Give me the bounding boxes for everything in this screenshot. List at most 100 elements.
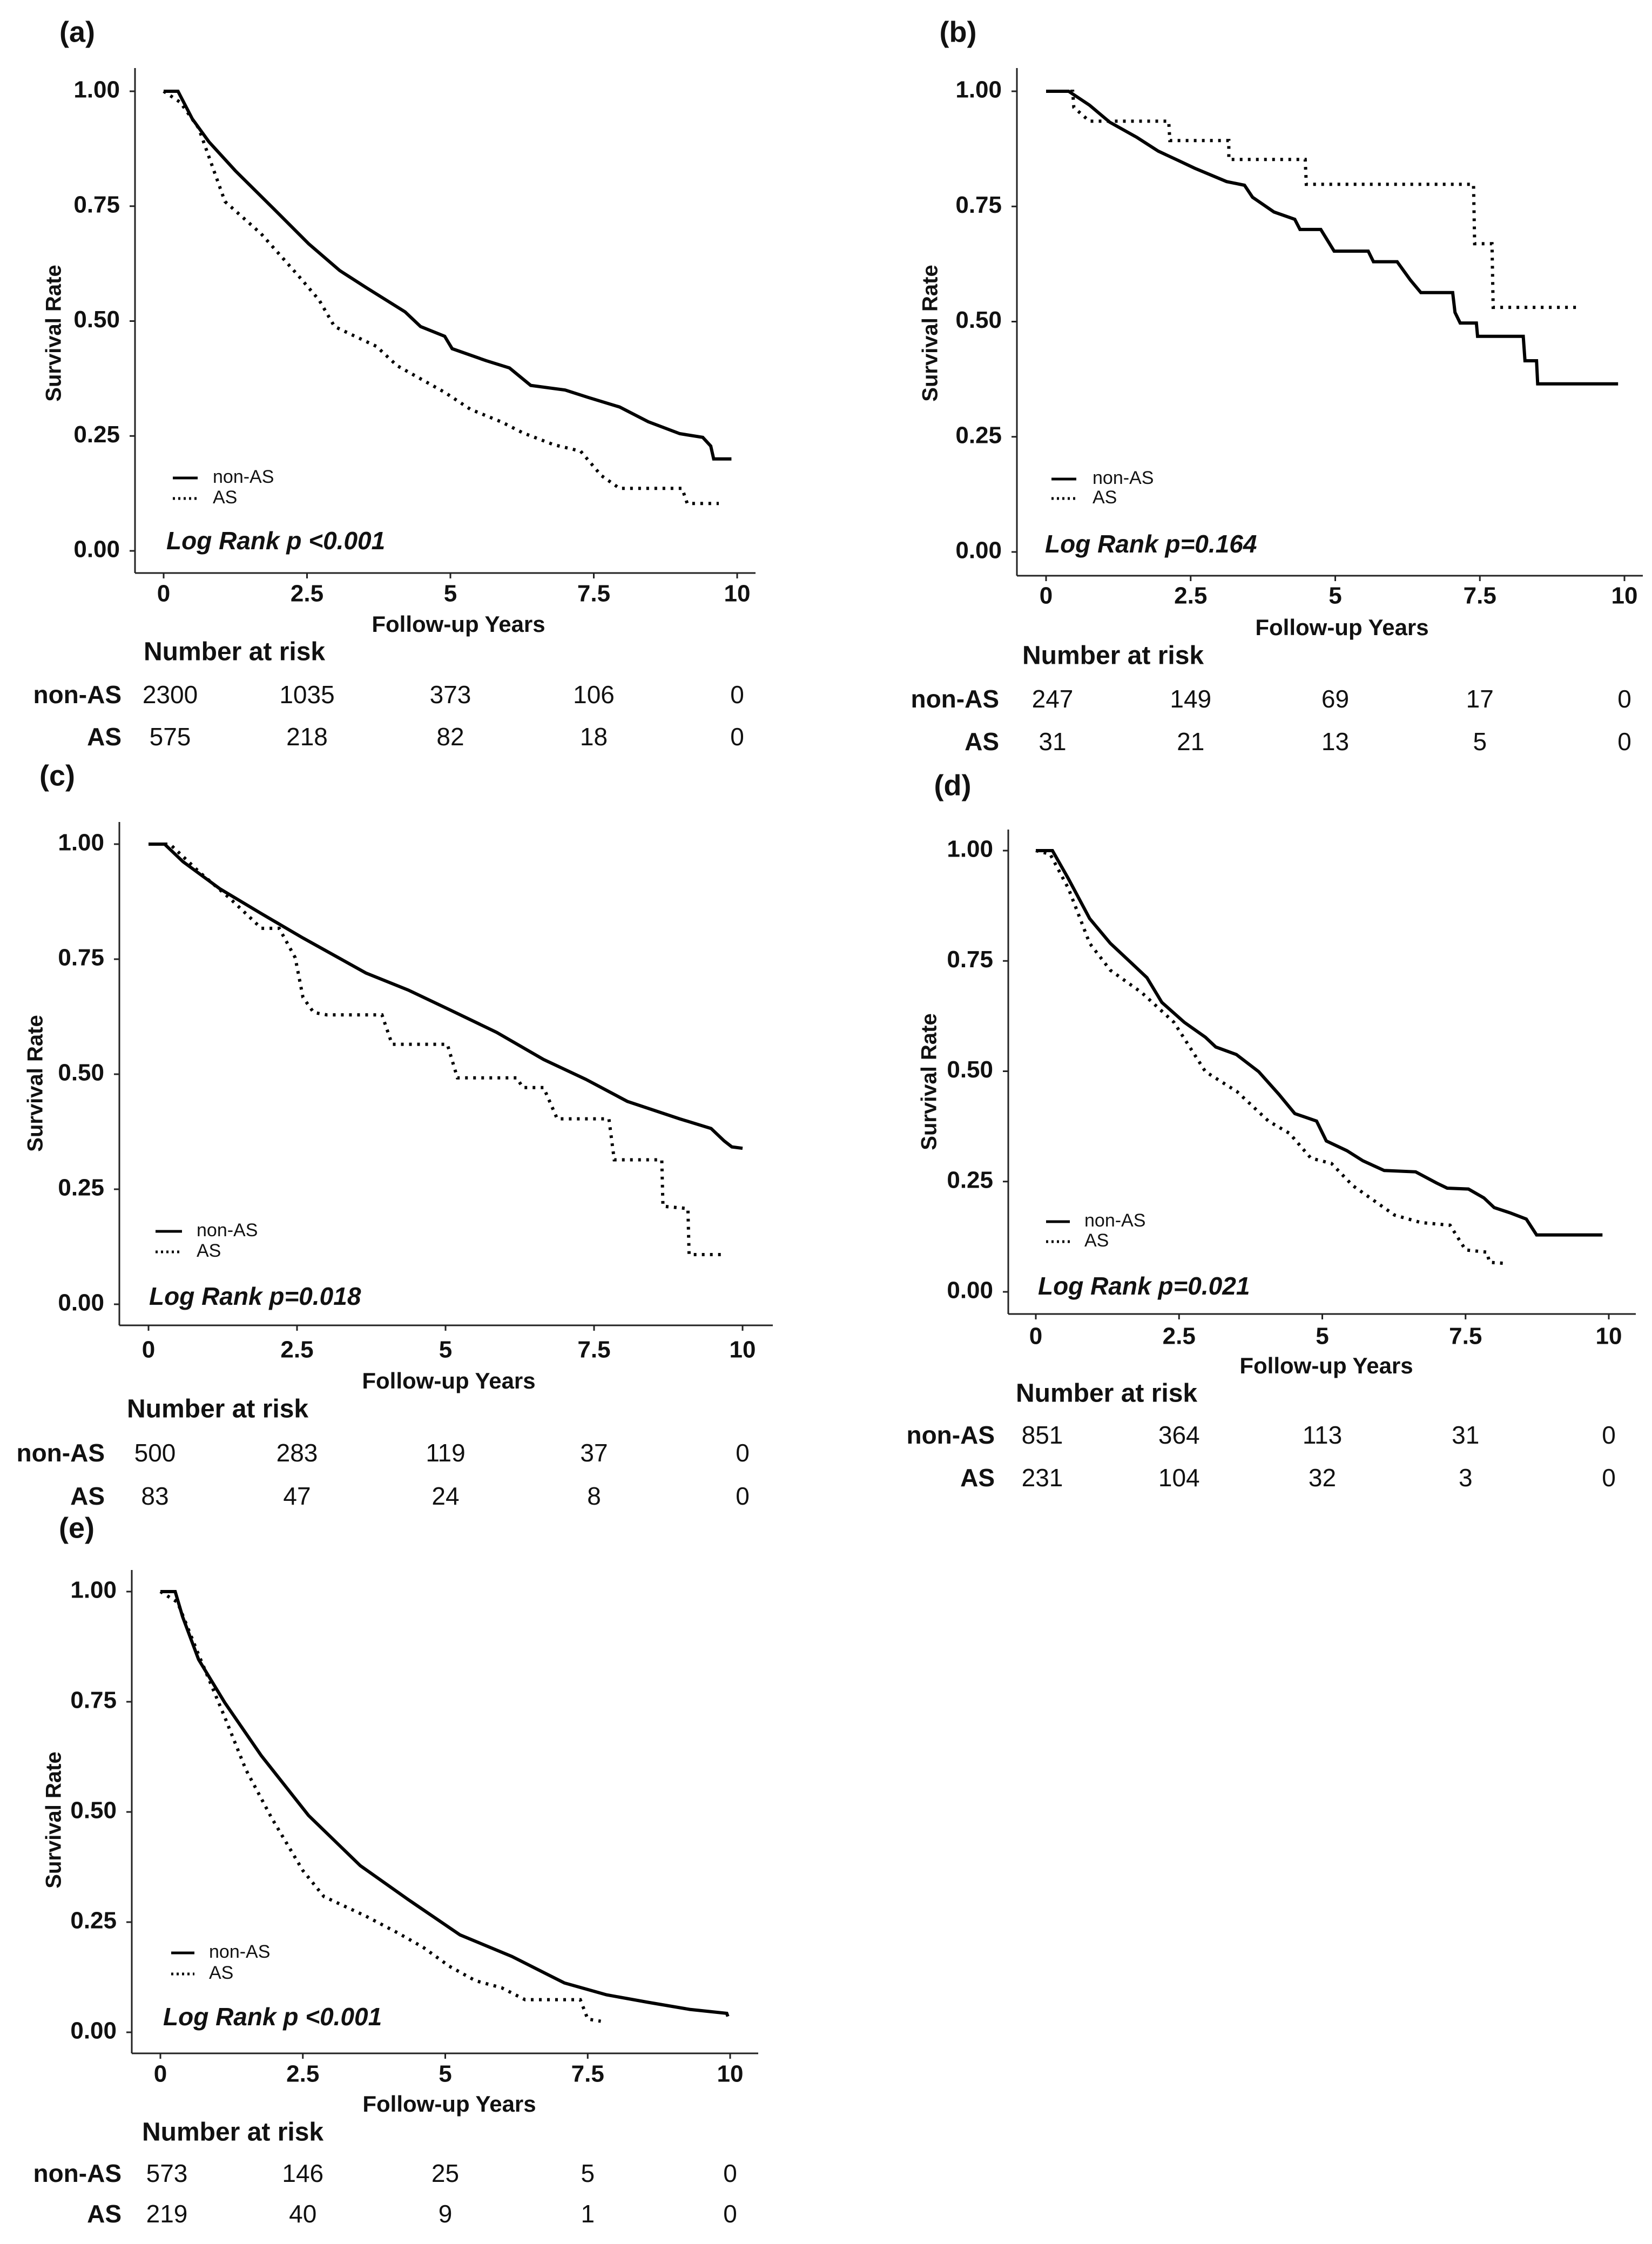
risk-count: 0: [730, 680, 744, 709]
panel-label: (b): [940, 16, 977, 48]
risk-count: 0: [736, 1482, 750, 1510]
risk-count: 364: [1158, 1421, 1200, 1449]
risk-count: 0: [730, 723, 744, 751]
x-tick-label: 7.5: [577, 581, 610, 607]
legend-label-non-as: non-AS: [209, 1942, 270, 1962]
legend-label-as: AS: [209, 1963, 233, 1983]
risk-table: Number at risk non-AS 247 149 69 17 0 AS 31 21 13 5…: [911, 642, 1631, 756]
risk-count: 104: [1158, 1464, 1200, 1492]
risk-count: 24: [431, 1482, 459, 1510]
risk-count: 9: [439, 2200, 453, 2228]
y-tick-label: 0.75: [73, 191, 120, 218]
x-tick-label: 5: [1329, 583, 1341, 609]
x-axis-title: Follow-up Years: [362, 2091, 536, 2117]
risk-count: 17: [1466, 685, 1494, 713]
risk-count: 283: [277, 1439, 318, 1467]
x-axis-title: Follow-up Years: [362, 1368, 535, 1393]
legend-label-non-as: non-AS: [197, 1220, 258, 1241]
risk-count: 0: [723, 2159, 737, 2187]
risk-count: 113: [1303, 1421, 1342, 1449]
legend-label-non-as: non-AS: [1093, 468, 1154, 488]
risk-count: 0: [1602, 1464, 1616, 1492]
legend-label-as: AS: [1093, 487, 1117, 508]
survival-curve-as: [149, 843, 722, 1256]
panel-label: (d): [934, 769, 972, 801]
x-tick-label: 2.5: [1163, 1323, 1196, 1350]
km-panel-b: (b) 0.00 0.25 0.50 0.75 1.00 0 2.5 5 7.5 10 Follow-…: [911, 16, 1643, 756]
survival-curve-non-as: [1036, 849, 1603, 1237]
risk-count: 247: [1032, 685, 1074, 713]
risk-count: 231: [1022, 1464, 1063, 1492]
km-panel-c: (c) 0.00 0.25 0.50 0.75 1.00 0 2.5 5 7.5 10 Follow-…: [16, 759, 773, 1510]
x-tick-label: 7.5: [1464, 583, 1496, 609]
legend-label-as: AS: [1084, 1230, 1109, 1251]
x-tick-label: 5: [444, 581, 457, 607]
risk-count: 40: [289, 2200, 316, 2228]
y-tick-label: 1.00: [58, 830, 104, 856]
risk-count: 373: [430, 680, 471, 709]
risk-count: 573: [146, 2159, 188, 2187]
survival-curve-as: [1035, 849, 1508, 1265]
y-tick-label: 0.25: [947, 1167, 993, 1193]
risk-row-label: AS: [960, 1464, 995, 1492]
x-tick-label: 2.5: [286, 2061, 319, 2087]
risk-count: 31: [1039, 727, 1066, 756]
y-tick-label: 0.50: [73, 306, 120, 333]
y-tick-label: 1.00: [73, 77, 120, 103]
risk-count: 149: [1170, 685, 1211, 713]
risk-row-label: AS: [965, 727, 999, 756]
y-tick-label: 0.25: [955, 422, 1002, 448]
risk-table: Number at risk non-AS 500 283 119 37 0 AS 83 47 24…: [16, 1395, 749, 1510]
risk-row-label: AS: [87, 723, 122, 751]
log-rank-annotation: Log Rank p=0.164: [1045, 530, 1257, 558]
risk-count: 851: [1022, 1421, 1063, 1449]
risk-table: Number at risk non-AS 2300 1035 373 106 0 AS 575…: [33, 638, 744, 751]
km-panel-a: (a) 0.00 0.25 0.50 0.75 1.00 0 2.5 5 7.5 10 Follow-…: [33, 16, 756, 751]
y-tick-label: 0.00: [955, 537, 1002, 564]
x-tick-label: 10: [717, 2061, 744, 2087]
x-tick-label: 10: [1611, 583, 1638, 609]
panel-label: (a): [59, 16, 95, 48]
y-tick-label: 0.75: [947, 946, 993, 973]
risk-count: 13: [1321, 727, 1349, 756]
x-tick-label: 10: [1596, 1323, 1622, 1350]
risk-count: 82: [436, 723, 464, 751]
risk-count: 83: [141, 1482, 168, 1510]
y-tick-label: 1.00: [947, 836, 993, 862]
risk-row-label: AS: [70, 1482, 105, 1510]
y-tick-label: 1.00: [955, 77, 1002, 103]
risk-table: Number at risk non-AS 851 364 113 31 0 AS 231 104…: [906, 1379, 1615, 1492]
log-rank-annotation: Log Rank p=0.018: [149, 1282, 361, 1310]
risk-count: 146: [282, 2159, 323, 2187]
y-tick-label: 0.50: [58, 1060, 104, 1086]
risk-count: 37: [580, 1439, 608, 1467]
y-tick-label: 0.50: [70, 1797, 117, 1824]
risk-table-title: Number at risk: [142, 2118, 323, 2147]
y-tick-label: 0.50: [955, 307, 1002, 333]
risk-count: 31: [1452, 1421, 1479, 1449]
risk-count: 119: [426, 1439, 465, 1467]
x-tick-label: 0: [157, 581, 170, 607]
risk-count: 0: [736, 1439, 750, 1467]
x-tick-label: 0: [1029, 1323, 1042, 1350]
log-rank-annotation: Log Rank p <0.001: [166, 527, 385, 555]
y-tick-label: 0.50: [947, 1056, 993, 1083]
y-axis-title: Survival Rate: [24, 1015, 48, 1151]
legend-label-as: AS: [197, 1241, 221, 1261]
y-axis-title: Survival Rate: [918, 1013, 941, 1150]
km-panel-e: (e)0.000.250.500.751.000 2.5 5 7.5 10Follow-…: [33, 1512, 758, 2228]
risk-count: 106: [573, 680, 615, 709]
risk-count: 575: [150, 723, 191, 751]
x-tick-label: 5: [1316, 1323, 1329, 1350]
y-tick-label: 0.00: [58, 1290, 104, 1316]
risk-count: 0: [1617, 727, 1631, 756]
legend-label-as: AS: [213, 487, 237, 508]
x-tick-label: 0: [1040, 583, 1053, 609]
x-axis-title: Follow-up Years: [372, 611, 545, 637]
panel-label: (e): [59, 1512, 95, 1544]
risk-count: 1: [581, 2200, 595, 2228]
